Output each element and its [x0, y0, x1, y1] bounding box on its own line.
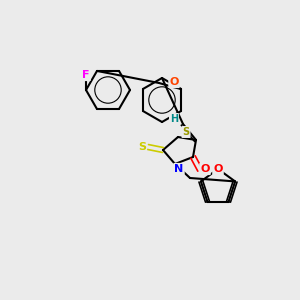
Text: N: N — [174, 164, 184, 174]
Text: S: S — [138, 142, 146, 152]
Text: O: O — [200, 164, 210, 174]
Text: O: O — [169, 77, 179, 87]
Text: F: F — [82, 70, 90, 80]
Text: O: O — [213, 164, 223, 174]
Text: H: H — [170, 114, 178, 124]
Text: S: S — [182, 127, 190, 137]
